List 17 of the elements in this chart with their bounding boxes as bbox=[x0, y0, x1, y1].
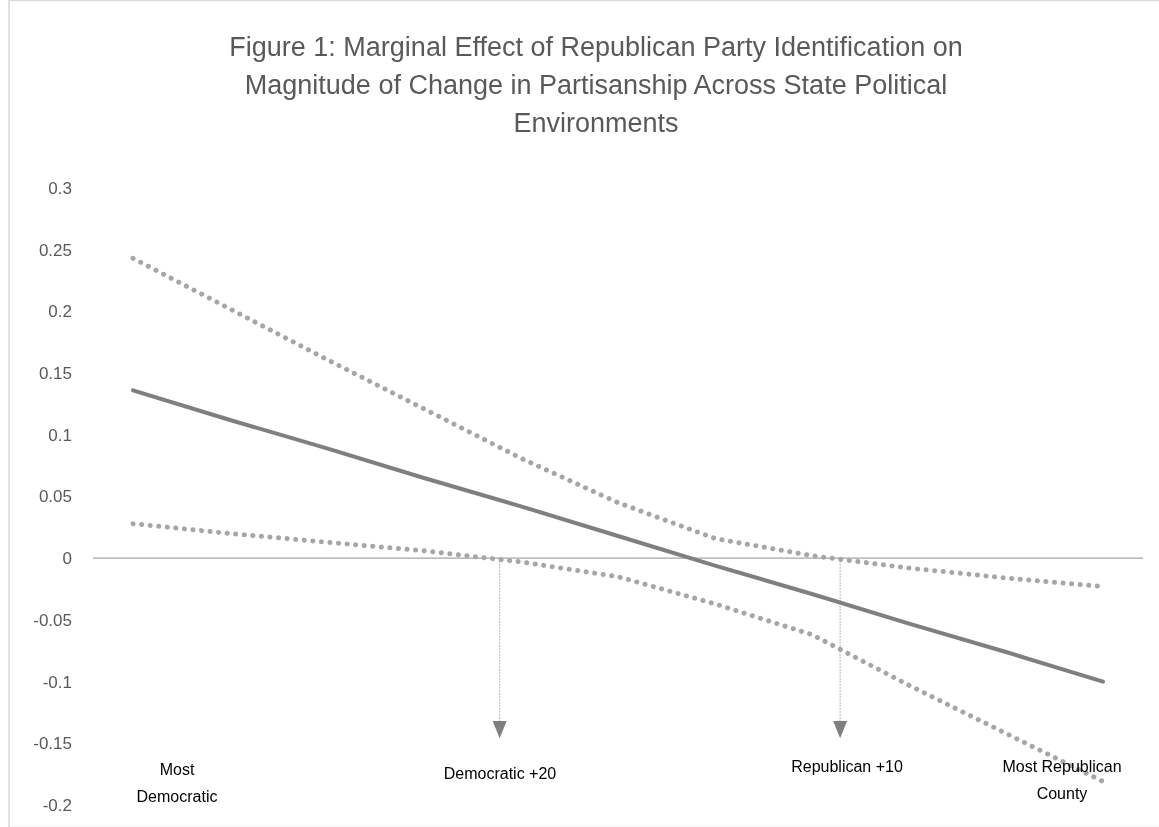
annotation: Most Republican County bbox=[1002, 758, 1122, 802]
chart-title: Figure 1: Marginal Effect of Republican Party Identification on Magnitude of Change in Partisanship Across State Political Environments bbox=[229, 32, 963, 138]
annotation: Republican +10 bbox=[791, 758, 903, 775]
y-tick-label: -0.15 bbox=[33, 734, 72, 754]
y-tick-label: 0.1 bbox=[48, 425, 72, 445]
y-tick-label: 0 bbox=[62, 549, 72, 569]
y-tick-label: 0.25 bbox=[38, 240, 72, 260]
y-tick-label: 0.05 bbox=[38, 487, 72, 507]
y-tick-label: -0.2 bbox=[42, 795, 72, 815]
annotation: Democratic +20 bbox=[443, 765, 557, 782]
y-tick-label: 0.3 bbox=[48, 178, 72, 198]
y-tick-label: -0.1 bbox=[42, 672, 72, 692]
y-tick-label: 0.2 bbox=[48, 302, 72, 322]
y-tick-label: 0.15 bbox=[38, 364, 72, 384]
annotation: Most Democratic bbox=[136, 761, 218, 805]
y-tick-label: -0.05 bbox=[33, 610, 72, 630]
line-series bbox=[131, 388, 1105, 684]
